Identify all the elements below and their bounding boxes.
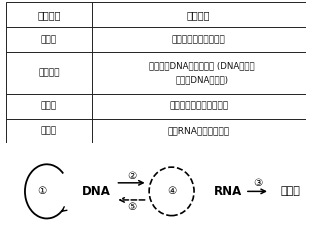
Text: ③: ③: [253, 178, 262, 188]
Text: 能特异性地与核糖体结合: 能特异性地与核糖体结合: [169, 102, 228, 111]
Text: 抑制RNA聚合酶的活性: 抑制RNA聚合酶的活性: [168, 127, 230, 136]
Text: 可促进DNA螺旋化): 可促进DNA螺旋化): [175, 75, 228, 84]
Text: 红霉素: 红霉素: [41, 102, 57, 111]
Text: 抗菌药物: 抗菌药物: [37, 10, 61, 20]
Text: RNA: RNA: [214, 185, 242, 198]
Text: ①: ①: [37, 186, 47, 196]
Text: ②: ②: [127, 171, 136, 181]
Text: 抑制细菌细胞壁的合成: 抑制细菌细胞壁的合成: [172, 35, 226, 44]
Text: ⑤: ⑤: [127, 202, 136, 212]
Text: 抗菌机理: 抗菌机理: [187, 10, 210, 20]
Text: 抑制细菌DNA旋转酶活性 (DNA旋转酶: 抑制细菌DNA旋转酶活性 (DNA旋转酶: [149, 61, 255, 70]
Text: 环丙沙星: 环丙沙星: [38, 68, 60, 77]
Text: 利福平: 利福平: [41, 127, 57, 136]
Text: 青霉素: 青霉素: [41, 35, 57, 44]
Text: 蛋白质: 蛋白质: [280, 186, 300, 196]
Text: DNA: DNA: [82, 185, 111, 198]
Text: ④: ④: [167, 186, 176, 196]
